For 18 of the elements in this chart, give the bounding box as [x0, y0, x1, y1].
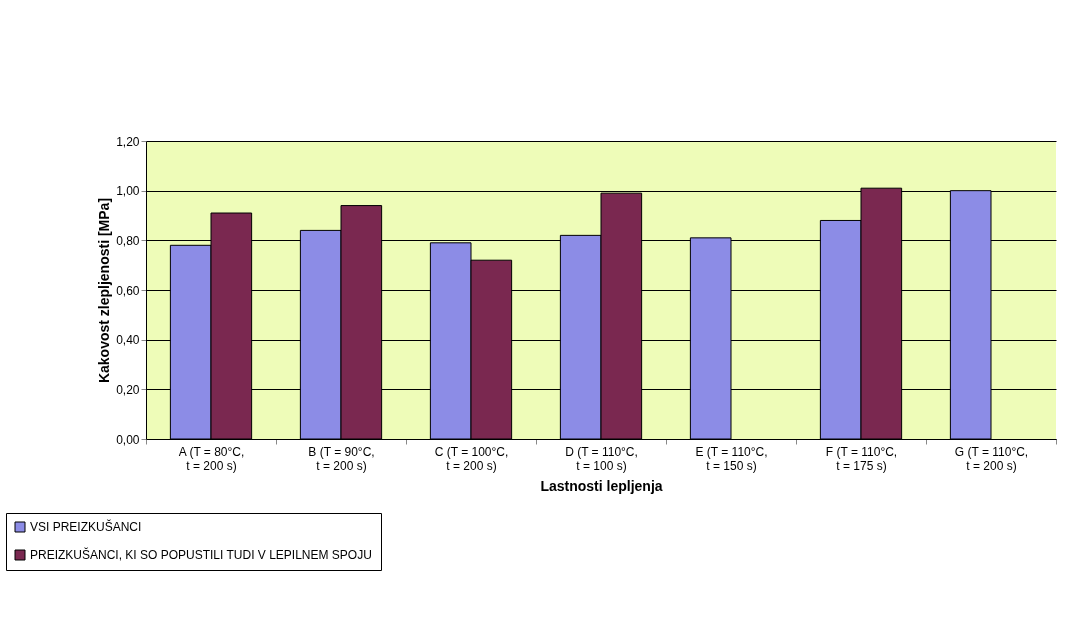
- legend-label: VSI PREIZKUŠANCI: [30, 519, 142, 534]
- y-tick-label: 0,40: [116, 333, 140, 348]
- y-tick-label: 0,20: [116, 382, 140, 397]
- x-tick-label: F (T = 110°C, t = 175 s): [825, 444, 898, 473]
- x-tick-label: B (T = 90°C, t = 200 s): [308, 444, 375, 473]
- x-tick-label: D (T = 110°C, t = 100 s): [565, 444, 638, 473]
- y-tick-label: 0,80: [116, 233, 140, 248]
- legend-label: PREIZKUŠANCI, KI SO POPUSTILI TUDI V LEPILNEM SPOJU: [30, 547, 372, 562]
- x-axis-title: Lastnosti lepljenja: [540, 477, 663, 494]
- y-tick-label: 1,20: [116, 134, 140, 149]
- y-tick-label: 0,60: [116, 283, 140, 298]
- x-tick-label: C (T = 100°C, t = 200 s): [434, 444, 509, 473]
- y-tick-label: 0,00: [116, 432, 140, 447]
- y-tick-label: 1,00: [116, 184, 140, 199]
- x-tick-label: G (T = 110°C, t = 200 s): [954, 444, 1029, 473]
- y-axis-title: Kakovost zlepljenosti [MPa]: [96, 197, 113, 384]
- x-tick-label: A (T = 80°C, t = 200 s): [178, 444, 245, 473]
- x-tick-label: E (T = 110°C, t = 150 s): [695, 444, 768, 473]
